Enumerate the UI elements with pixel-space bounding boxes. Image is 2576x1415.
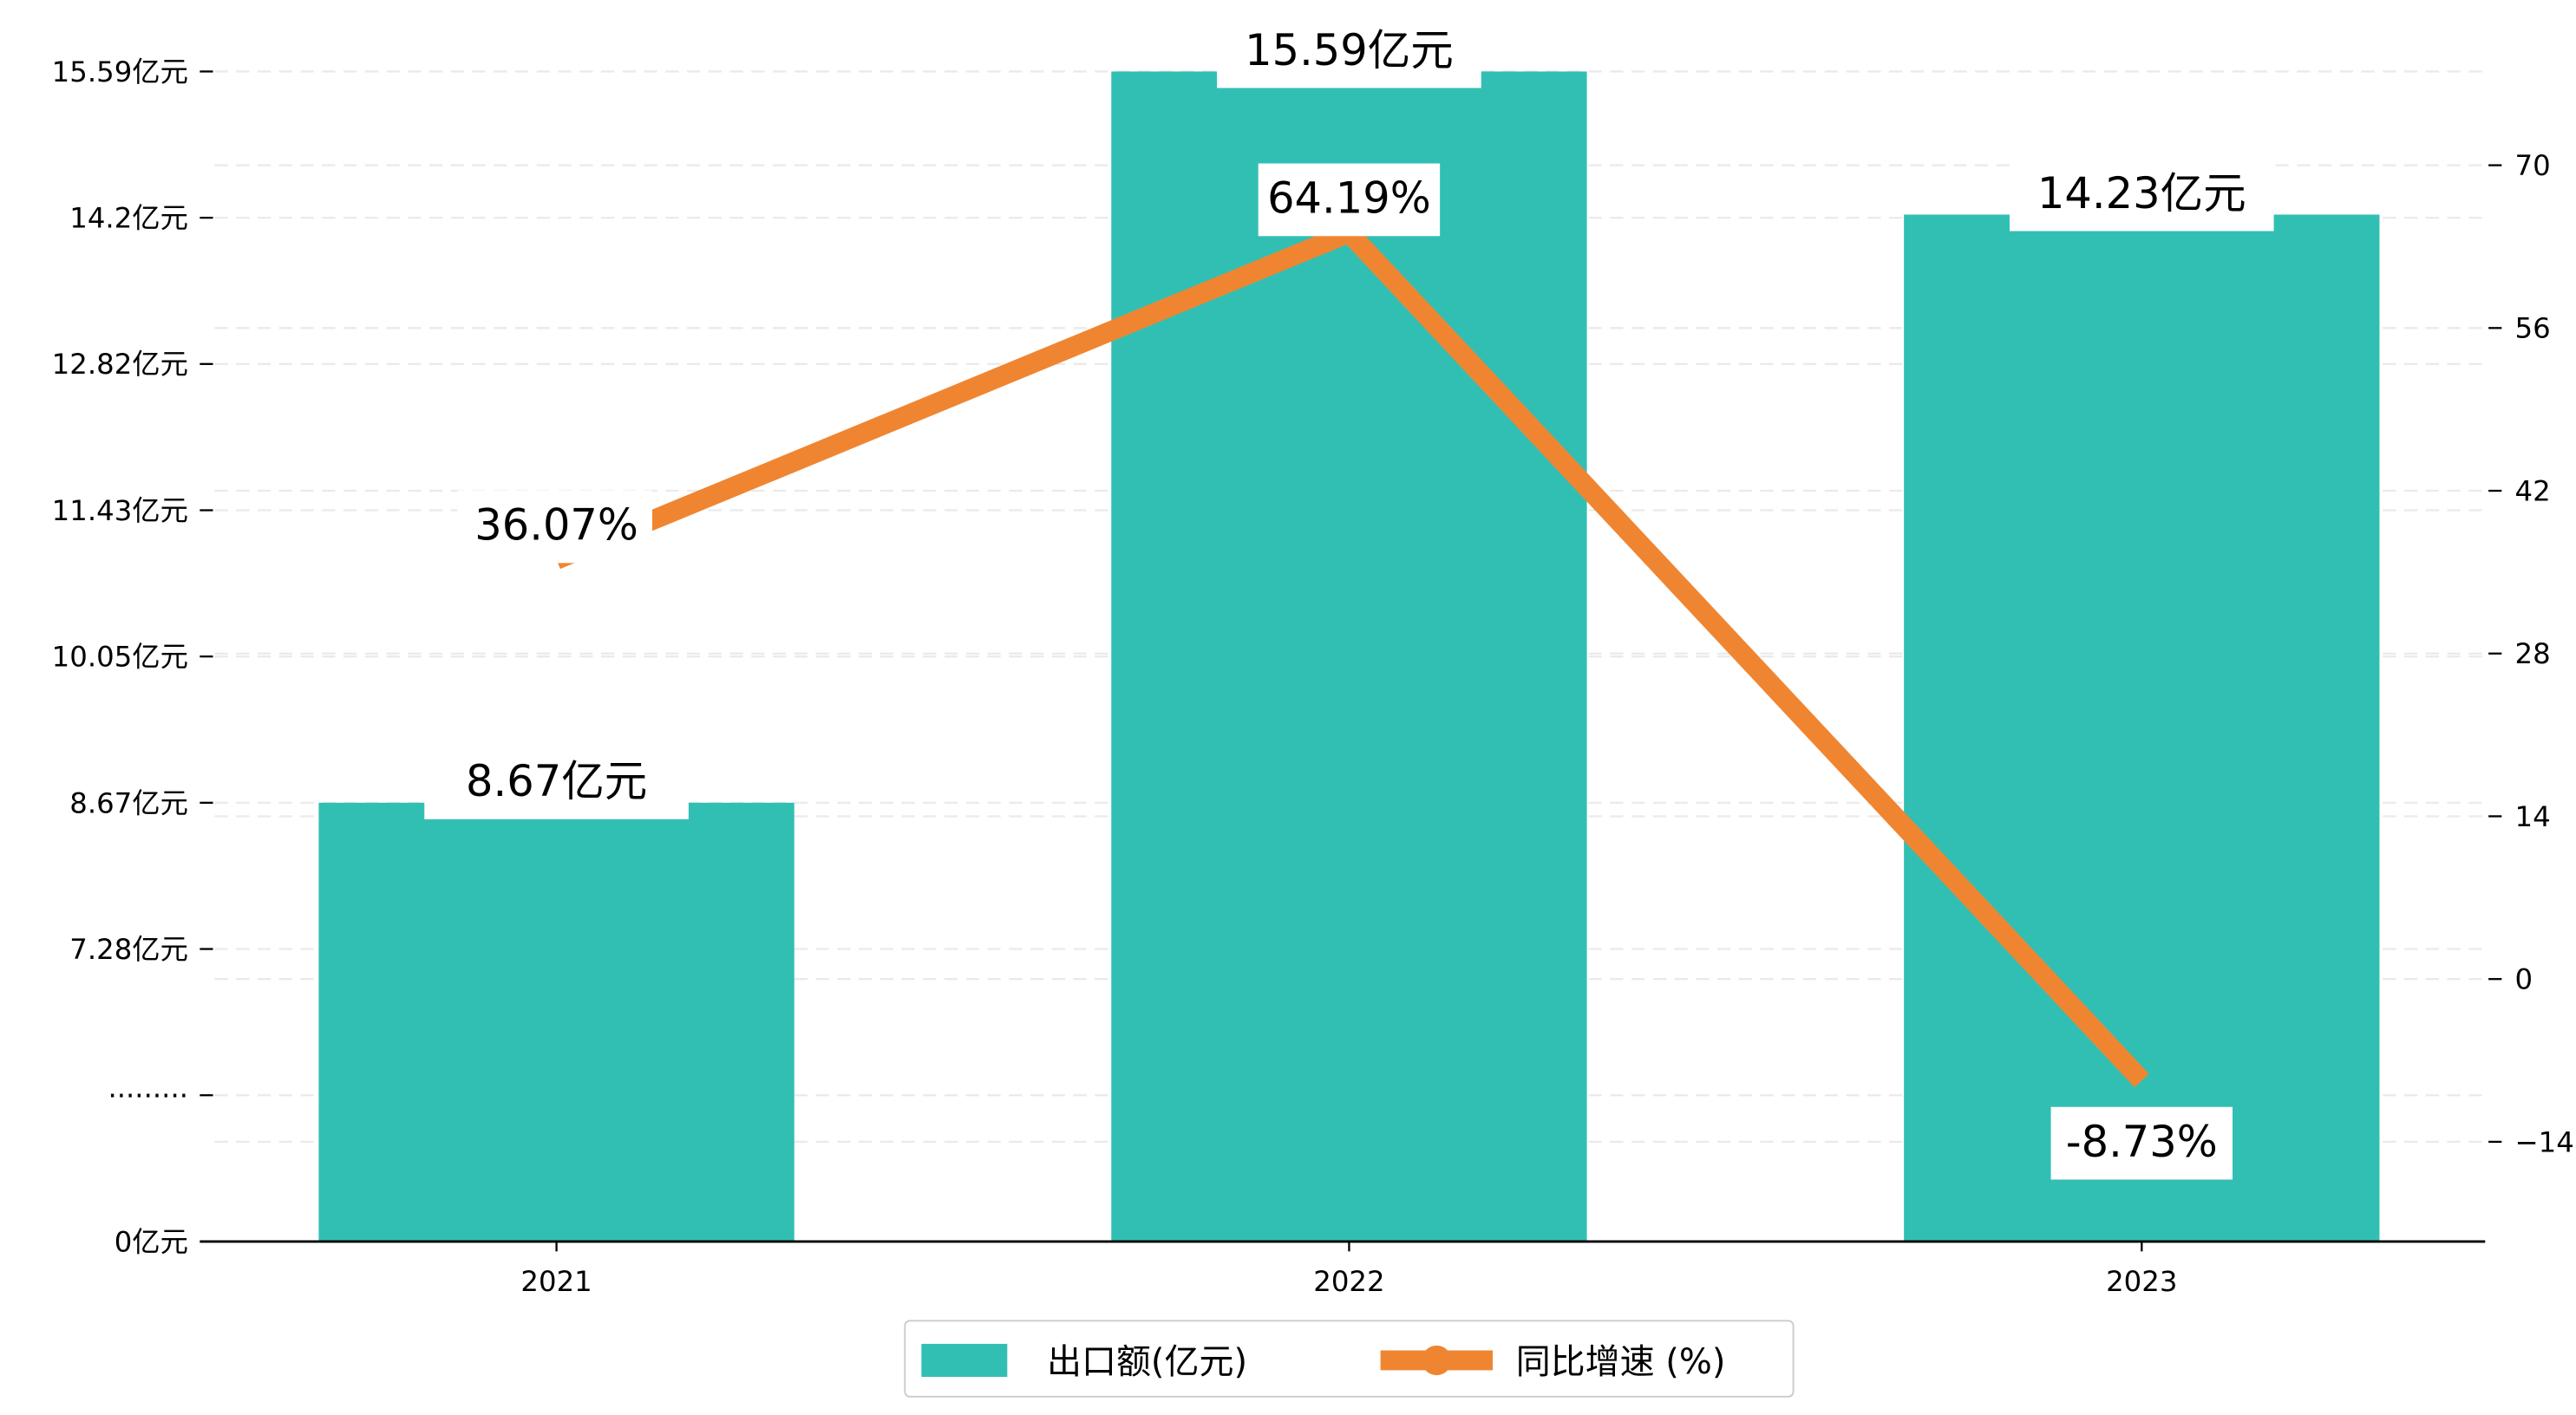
bar-2023 (1904, 214, 2380, 1242)
legend: 出口额(亿元) 同比增速 (%) (904, 1320, 1795, 1398)
right-tick-label: 42 (2515, 474, 2551, 507)
legend-box (904, 1320, 1795, 1398)
legend-bar-swatch (921, 1343, 1008, 1378)
data-labels: 8.67亿元 15.59亿元 14.23亿元 36.07% 64.19% -8.73% (424, 18, 2274, 1180)
x-tick-label: 2022 (1313, 1265, 1384, 1298)
legend-line-marker (1422, 1345, 1452, 1376)
left-tick-label: 11.43亿元 (52, 494, 188, 527)
right-tick-label: 70 (2515, 149, 2551, 182)
right-tick-label: −14 (2515, 1125, 2574, 1158)
bar-2022 (1111, 71, 1587, 1242)
left-tick-label: 0亿元 (114, 1225, 188, 1258)
left-tick-label: 14.2亿元 (69, 202, 188, 235)
line-label: -8.73% (2066, 1117, 2218, 1167)
left-tick-label: 10.05亿元 (52, 641, 188, 674)
line-label: 36.07% (474, 500, 638, 551)
legend-label-line: 同比增速 (%) (1516, 1342, 1726, 1382)
axes: 0亿元 ········· 7.28亿元 8.67亿元 10.05亿元 11.43亿元 12… (52, 55, 2574, 1298)
right-tick-label: 14 (2515, 800, 2551, 833)
line-label: 64.19% (1267, 173, 1431, 224)
right-tick-label: 28 (2515, 637, 2551, 670)
left-tick-label: 12.82亿元 (52, 348, 188, 381)
right-tick-label: 56 (2515, 312, 2551, 345)
right-tick-label: 0 (2515, 963, 2534, 996)
left-tick-label: 15.59亿元 (52, 55, 188, 88)
bar-label: 14.23亿元 (2037, 168, 2246, 218)
line-label-bg (457, 490, 653, 564)
x-tick-label: 2023 (2106, 1265, 2177, 1298)
left-tick-label: ········· (108, 1079, 188, 1112)
line-label-bg (1258, 163, 1441, 237)
line-label-bg (2050, 1106, 2233, 1180)
bar-label: 15.59亿元 (1245, 25, 1454, 75)
left-tick-label: 8.67亿元 (69, 786, 188, 819)
x-tick-label: 2021 (520, 1265, 592, 1298)
bar-label-bg (1217, 18, 1481, 88)
legend-label-bar: 出口额(亿元) (1047, 1342, 1247, 1382)
bar-label-bg (424, 749, 689, 819)
bar-2021 (318, 802, 794, 1242)
left-tick-label: 7.28亿元 (69, 933, 188, 966)
bar-label: 8.67亿元 (466, 756, 647, 806)
bar-label-bg (2009, 161, 2274, 231)
